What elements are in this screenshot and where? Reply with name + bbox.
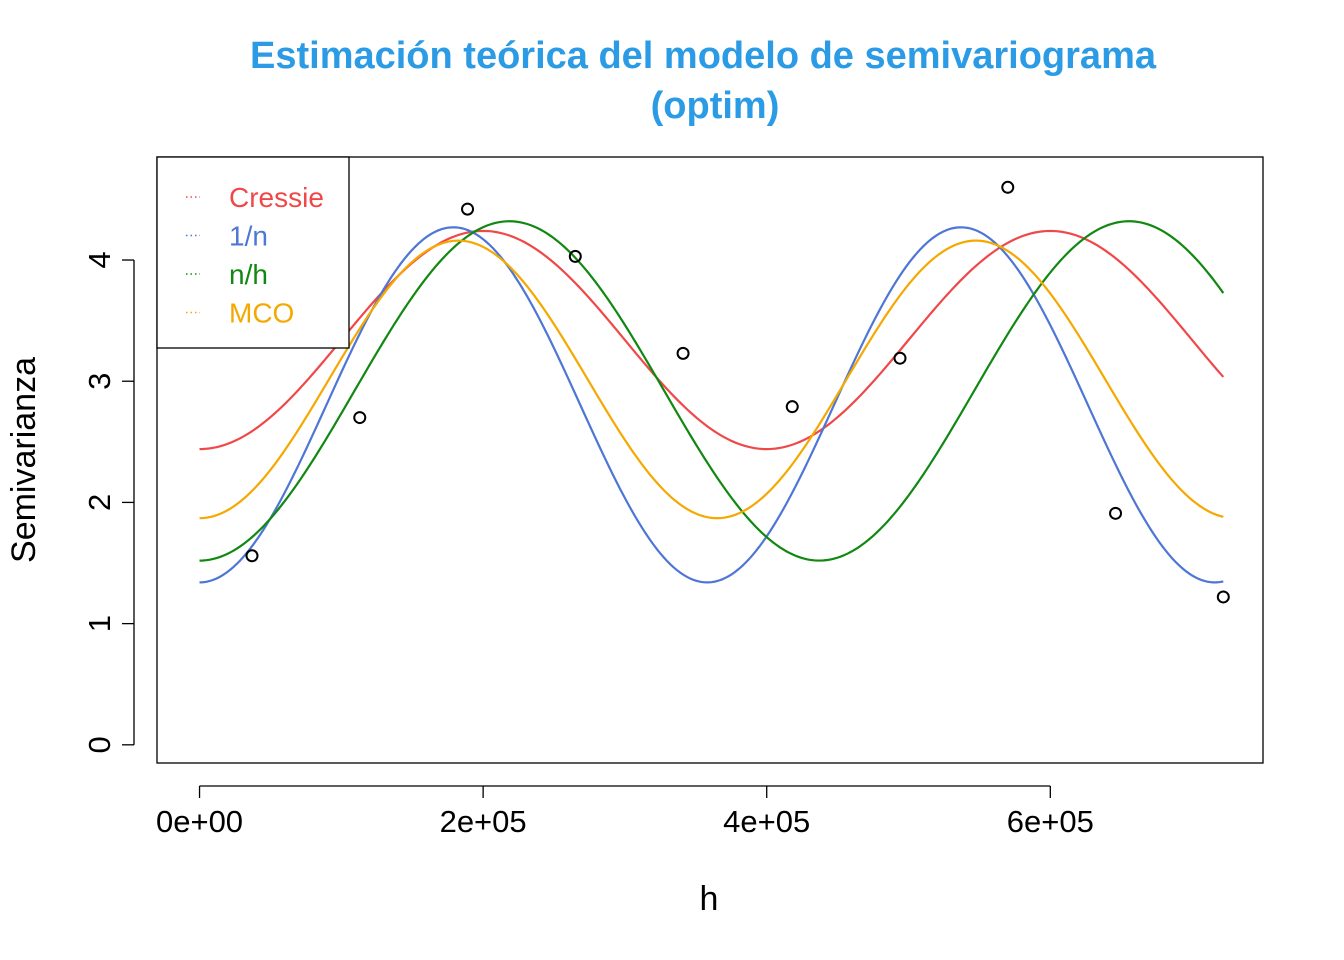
x-tick-label: 2e+05 [440, 804, 527, 839]
data-point [893, 351, 907, 365]
x-tick-label: 4e+05 [723, 804, 810, 839]
data-point [568, 249, 582, 263]
data-point [461, 202, 475, 216]
x-axis: 0e+00 2e+05 4e+05 6e+05 [156, 785, 1094, 839]
chart-subtitle: (optim) [651, 85, 780, 127]
legend-label: 1/n [229, 221, 268, 252]
data-point [1109, 506, 1123, 520]
y-axis: 0 1 2 3 4 [82, 251, 135, 753]
y-tick-label: 4 [82, 251, 117, 268]
data-point [676, 346, 690, 360]
x-axis-label: h [700, 880, 719, 918]
x-tick-label: 6e+05 [1007, 804, 1094, 839]
chart-title: Estimación teórica del modelo de semivar… [250, 35, 1157, 77]
series-line-2 [199, 220, 1225, 562]
series-line-0 [199, 229, 1225, 451]
legend-box [156, 156, 350, 349]
observed-points [245, 180, 1230, 604]
data-point [1216, 590, 1230, 604]
legend-label: Cressie [229, 182, 324, 213]
y-axis-label: Semivarianza [5, 357, 43, 563]
series-line-3 [199, 239, 1224, 520]
y-tick-label: 0 [82, 736, 117, 753]
data-point [785, 400, 799, 414]
series-curves [199, 220, 1225, 584]
data-point [1001, 180, 1015, 194]
data-point [245, 549, 259, 563]
legend-label: MCO [229, 298, 294, 329]
y-tick-label: 2 [82, 494, 117, 511]
data-point [353, 411, 367, 425]
x-tick-label: 0e+00 [156, 804, 243, 839]
plot-frame [156, 156, 1264, 764]
y-tick-label: 1 [82, 615, 117, 632]
series-line-1 [199, 226, 1224, 584]
legend-label: n/h [229, 259, 268, 290]
y-tick-label: 3 [82, 373, 117, 390]
legend: Cressie 1/n n/h MCO [156, 156, 350, 349]
